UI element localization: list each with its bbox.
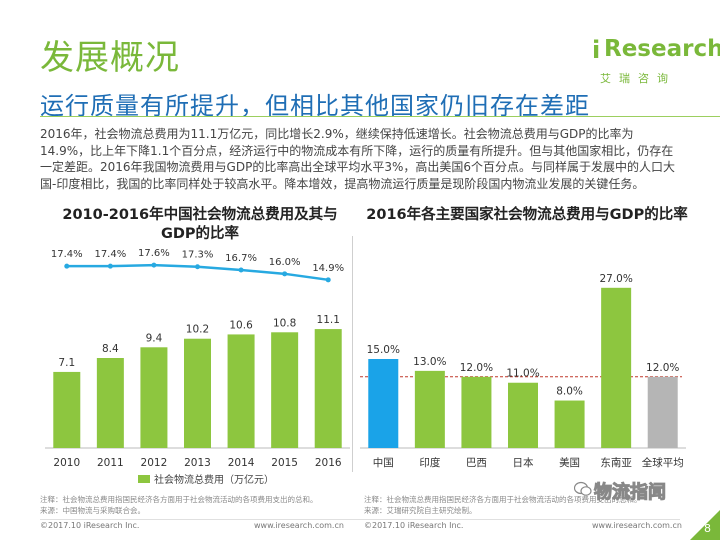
right-note-line: 注释：社会物流总费用指国民经济各方面用于社会物流活动的各项费用支出的总和。 (364, 495, 642, 504)
cost-bar-label: 10.8 (273, 317, 296, 329)
legend-swatch (138, 475, 150, 483)
cost-bar-label: 7.1 (58, 357, 75, 369)
gdp-ratio-label: 14.9% (312, 263, 344, 274)
page-title: 发展概况 (40, 38, 180, 78)
logo-chinese: 艾瑞咨询 (600, 72, 676, 85)
country-tick-label: 东南亚 (600, 456, 632, 469)
year-tick-label: 2012 (141, 457, 168, 469)
year-tick-label: 2013 (184, 457, 211, 469)
country-tick-label: 中国 (373, 456, 394, 469)
country-ratio-label: 11.0% (506, 368, 539, 380)
left-source-line: 来源：中国物流与采购联合会。 (40, 506, 145, 515)
country-ratio-bar (601, 287, 632, 448)
gdp-ratio-label: 16.0% (269, 257, 301, 268)
footer-divider (40, 519, 680, 520)
country-ratio-bar (368, 359, 399, 448)
country-tick-label: 巴西 (466, 457, 487, 469)
country-ratio-bar (554, 400, 585, 448)
gdp-ratio-point (282, 271, 288, 277)
gdp-ratio-label: 17.6% (138, 248, 170, 259)
cost-bar-label: 9.4 (146, 332, 163, 344)
gdp-ratio-point (64, 263, 70, 269)
year-tick-label: 2015 (271, 457, 298, 469)
page-number: 8 (704, 522, 711, 535)
country-ratio-label: 12.0% (646, 362, 679, 374)
chat-bubble-icon (574, 481, 592, 496)
page-corner (690, 510, 720, 540)
chart-divider (352, 236, 353, 472)
gdp-ratio-label: 17.3% (182, 250, 214, 261)
country-tick-label: 全球平均 (642, 456, 684, 469)
country-ratio-bar (461, 376, 492, 448)
watermark-text: 物流指闻 (594, 482, 667, 504)
gdp-ratio-label: 16.7% (225, 253, 257, 264)
page-subtitle: 运行质量有所提升，但相比其他国家仍旧存在差距 (40, 92, 590, 120)
gdp-ratio-point (238, 267, 244, 273)
logo-wordmark: Research (604, 36, 720, 62)
country-ratio-label: 27.0% (599, 273, 632, 285)
footer-url-right[interactable]: www.iresearch.com.cn (592, 521, 682, 530)
cost-bar (53, 371, 81, 448)
left-chart-notes: 注释：社会物流总费用指国民经济各方面用于社会物流活动的各项费用支出的总和。 来源… (40, 494, 350, 516)
cost-bar-label: 10.2 (186, 324, 209, 336)
cost-bar (314, 329, 342, 448)
title-divider (40, 116, 720, 117)
country-ratio-label: 15.0% (367, 344, 400, 356)
country-ratio-label: 13.0% (413, 356, 446, 368)
cost-bar (184, 338, 211, 448)
cost-bar (271, 332, 299, 448)
country-ratio-bar (647, 376, 678, 448)
country-tick-label: 印度 (419, 456, 440, 469)
year-tick-label: 2016 (315, 457, 342, 469)
country-tick-label: 日本 (513, 456, 534, 469)
right-chart-notes: 注释：社会物流总费用指国民经济各方面用于社会物流活动的各项费用支出的总和。 来源… (364, 494, 664, 516)
gdp-ratio-label: 17.4% (51, 249, 83, 260)
cost-bar-label: 10.6 (229, 319, 253, 331)
year-tick-label: 2010 (53, 457, 80, 469)
left-chart-title: 2010-2016年中国社会物流总费用及其与GDP的比率 (62, 207, 338, 242)
gdp-ratio-point (325, 277, 331, 283)
logo-i: i (592, 36, 601, 64)
right-source-line: 来源：艾瑞研究院自主研究绘制。 (364, 506, 477, 515)
country-ratio-bar (414, 370, 445, 448)
right-chart-title: 2016年各主要国家社会物流总费用与GDP的比率 (366, 207, 688, 223)
gdp-ratio-point (151, 262, 157, 268)
footer-url-left[interactable]: www.iresearch.com.cn (254, 521, 344, 530)
iresearch-logo: i Research 艾瑞咨询 (580, 36, 720, 94)
gdp-ratio-point (107, 263, 113, 269)
country-tick-label: 美国 (559, 456, 580, 469)
legend-label: 社会物流总费用（万亿元） (154, 473, 274, 486)
summary-paragraph: 2016年，社会物流总费用为11.1万亿元，同比增长2.9%，继续保持低速增长。… (40, 127, 675, 191)
year-tick-label: 2011 (97, 457, 124, 469)
footer-copyright-left: ©2017.10 iResearch Inc. (40, 521, 140, 530)
country-ratio-label: 12.0% (460, 362, 493, 374)
cost-bar-label: 11.1 (317, 314, 340, 326)
cost-bar (96, 358, 124, 448)
footer-copyright-right: ©2017.10 iResearch Inc. (364, 521, 464, 530)
cost-bar (227, 334, 255, 448)
gdp-ratio-point (195, 264, 200, 270)
cost-bar (140, 347, 168, 448)
country-ratio-bar (508, 382, 538, 448)
country-ratio-label: 8.0% (556, 386, 583, 398)
left-note-line: 注释：社会物流总费用指国民经济各方面用于社会物流活动的各项费用支出的总和。 (40, 495, 318, 504)
cost-bar-label: 8.4 (102, 343, 119, 355)
gdp-ratio-label: 17.4% (94, 249, 126, 260)
year-tick-label: 2014 (228, 457, 255, 469)
